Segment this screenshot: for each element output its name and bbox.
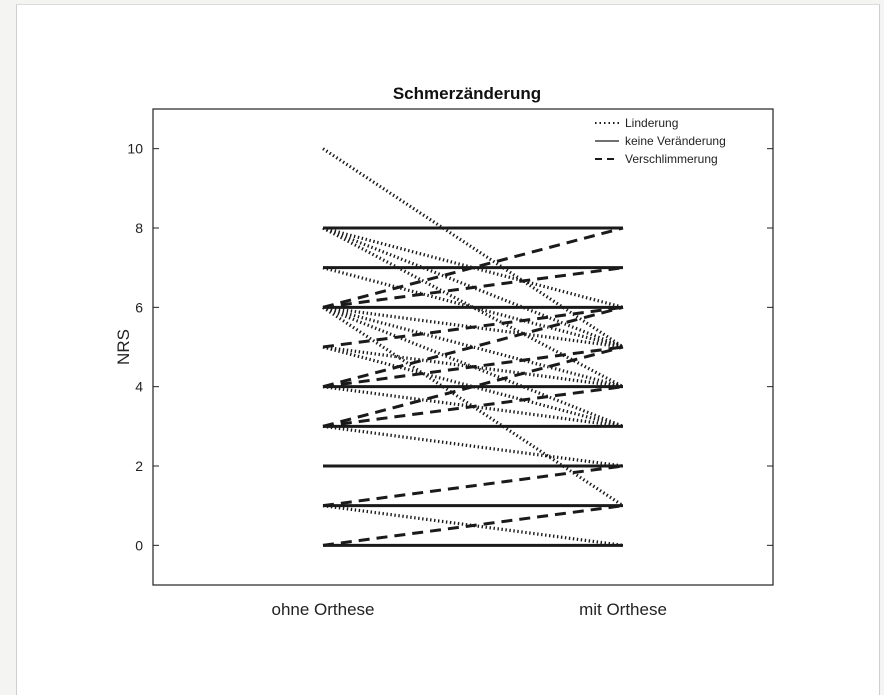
figure-sheet: Schmerzänderung 0 2 4 6 8 10 NRS ohne Orthese…: [16, 4, 880, 695]
y-tick-label: 8: [135, 220, 143, 236]
y-tick-label: 10: [127, 141, 143, 157]
y-tick-label: 0: [135, 537, 143, 553]
series-line: [322, 385, 624, 428]
series-line: [322, 147, 624, 349]
x-axis-category-labels: ohne Orthese mit Orthese: [271, 600, 666, 619]
chart-legend: Linderung keine Veränderung Verschlimmerun…: [595, 116, 726, 166]
series-line: [322, 345, 624, 389]
x-category-label: mit Orthese: [579, 600, 667, 619]
plot-area: [152, 108, 774, 586]
nrs-change-chart: Schmerzänderung 0 2 4 6 8 10 NRS ohne Orthese…: [114, 84, 774, 619]
x-category-label: ohne Orthese: [271, 600, 374, 619]
series-line: [322, 504, 624, 547]
y-tick-label: 6: [135, 299, 143, 315]
series-line: [322, 504, 624, 547]
y-axis-label: NRS: [114, 329, 133, 365]
series-line: [322, 226, 624, 309]
series-line: [322, 345, 624, 428]
chart-title: Schmerzänderung: [393, 84, 541, 103]
legend-label: Verschlimmerung: [625, 152, 718, 166]
series-lines: [322, 147, 624, 547]
series-line: [322, 464, 624, 508]
series-line: [322, 226, 624, 389]
y-axis-ticks: 0 2 4 6 8 10: [127, 141, 773, 553]
series-line: [322, 345, 624, 389]
series-line: [322, 305, 624, 389]
legend-label: Linderung: [625, 116, 678, 130]
legend-label: keine Veränderung: [625, 134, 726, 148]
series-line: [322, 305, 624, 349]
series-line: [322, 266, 624, 309]
series-line: [322, 424, 624, 468]
y-tick-label: 4: [135, 379, 143, 395]
series-line: [322, 385, 624, 428]
y-tick-label: 2: [135, 458, 143, 474]
series-line: [322, 305, 624, 349]
